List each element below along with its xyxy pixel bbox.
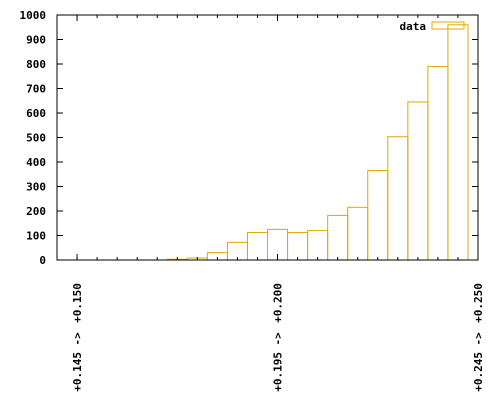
legend-label-data: data bbox=[400, 20, 427, 33]
x-tick-label: +0.200 bbox=[272, 283, 285, 323]
histogram-bar bbox=[307, 230, 329, 261]
histogram-bar bbox=[347, 206, 369, 261]
y-axis-tick-labels: 0 100 200 300 400 500 600 700 800 900 1000 bbox=[20, 9, 47, 267]
y-tick-label: 900 bbox=[26, 34, 46, 47]
legend-swatch-data bbox=[431, 21, 465, 30]
histogram-bar bbox=[287, 232, 309, 261]
y-tick-label: 400 bbox=[26, 156, 46, 169]
histogram-bar bbox=[427, 65, 449, 261]
histogram-bar bbox=[407, 101, 429, 261]
legend: data bbox=[400, 20, 465, 33]
x-tick-range-label: +0.195 -> bbox=[272, 332, 285, 392]
y-tick-label: 300 bbox=[26, 181, 46, 194]
histogram-bar bbox=[447, 24, 469, 261]
y-tick-label: 700 bbox=[26, 83, 46, 96]
y-tick-label: 100 bbox=[26, 230, 46, 243]
histogram-bar bbox=[327, 214, 349, 261]
histogram-bar bbox=[367, 170, 389, 261]
histogram-bar bbox=[246, 232, 268, 261]
y-tick-label: 600 bbox=[26, 107, 46, 120]
x-tick-range-label: +0.245 -> bbox=[472, 332, 485, 392]
y-tick-label: 200 bbox=[26, 205, 46, 218]
y-tick-label: 1000 bbox=[20, 9, 47, 22]
y-tick-label: 800 bbox=[26, 58, 46, 71]
y-tick-label: 500 bbox=[26, 132, 46, 145]
x-tick-range-label: +0.145 -> bbox=[71, 332, 84, 392]
histogram-bars bbox=[166, 24, 469, 261]
x-tick-label: +0.250 bbox=[472, 283, 485, 323]
plot-frame bbox=[56, 14, 479, 261]
histogram-bar bbox=[387, 136, 409, 261]
x-tick-label: +0.150 bbox=[71, 283, 84, 323]
x-axis-tick-labels: +0.150 +0.145 -> +0.200 +0.195 -> +0.250 +0.2… bbox=[71, 283, 485, 392]
axis-ticks bbox=[57, 14, 479, 261]
y-tick-label: 0 bbox=[39, 254, 46, 267]
